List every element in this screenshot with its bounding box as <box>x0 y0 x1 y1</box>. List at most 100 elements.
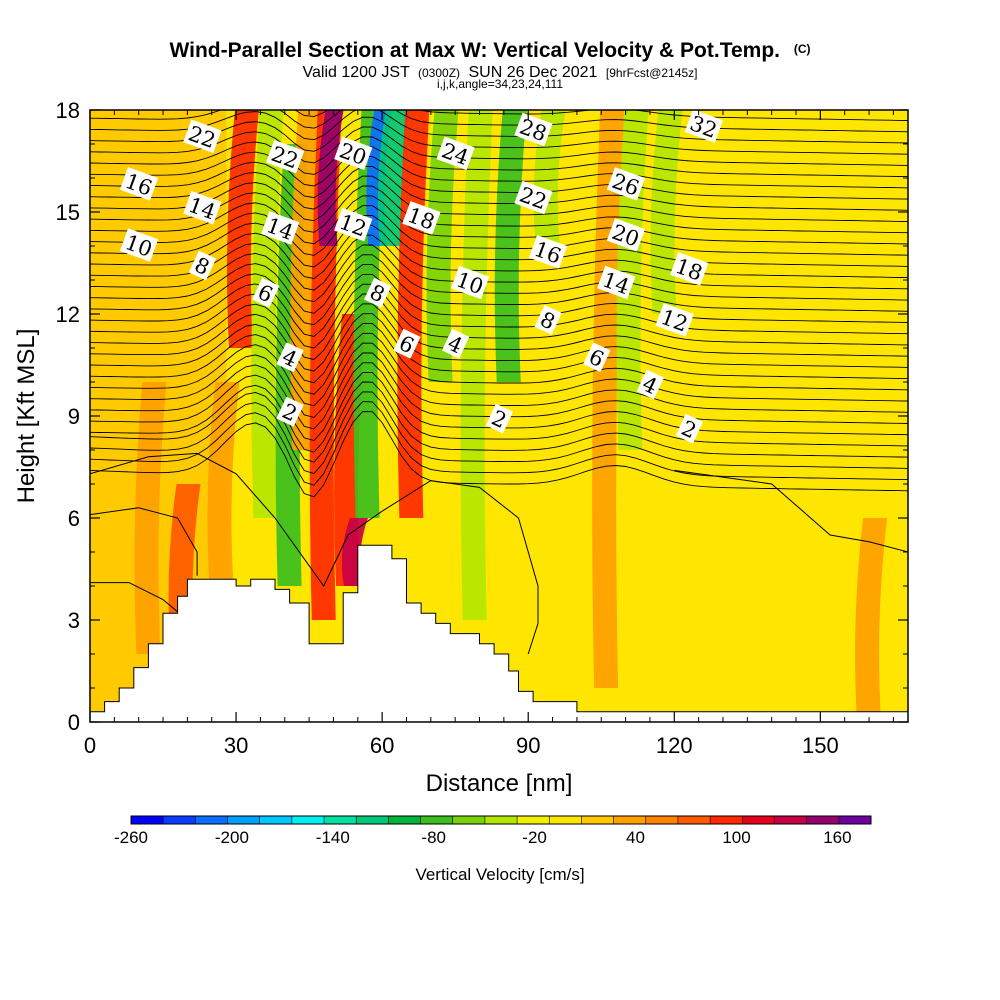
colorbar-swatch <box>677 816 711 824</box>
contour-label: 4 <box>276 342 304 373</box>
contour-label-bg <box>514 112 553 147</box>
isentrope-line <box>90 332 908 407</box>
isentrope-line <box>90 205 908 256</box>
y-tick-label: 18 <box>56 98 80 123</box>
title-valid-prefix: Valid 1200 JST <box>303 64 411 81</box>
isentrope-line <box>90 146 908 189</box>
contour-label: 10 <box>451 265 490 300</box>
contour-label-bg <box>684 110 723 143</box>
y-axis-label: Height [Kft MSL] <box>13 329 40 504</box>
isentrope-line <box>90 303 908 372</box>
colorbar-swatch <box>838 816 872 824</box>
colorbar-swatch <box>549 816 582 824</box>
velocity-band <box>460 110 493 620</box>
isentrope-line <box>90 313 908 384</box>
colorbar-swatch <box>259 816 293 824</box>
colorbar-swatch <box>131 816 164 824</box>
contour-label-bg <box>119 167 159 201</box>
colorbar-swatch <box>806 816 840 824</box>
isentrope-line <box>90 185 908 234</box>
contour-label: 22 <box>183 119 222 154</box>
contour-label: 6 <box>393 328 421 359</box>
contour-label-bg <box>436 136 475 171</box>
contour-label-bg <box>485 403 514 434</box>
velocity-band <box>426 110 459 382</box>
isentrope-line <box>90 126 908 166</box>
svg-text:Wind-Parallel Section at Max W: Wind-Parallel Section at Max W: Vertical… <box>169 39 810 62</box>
contour-label-bg <box>451 265 490 300</box>
isentrope-line <box>90 214 908 268</box>
title-valid-utc: (0300Z) <box>418 66 460 80</box>
isentrope-line <box>90 283 908 349</box>
isentrope-line <box>90 136 908 178</box>
y-tick-label: 6 <box>68 506 80 531</box>
y-tick-label: 3 <box>68 608 80 633</box>
contour-label-bg <box>364 277 392 308</box>
title-forecast: [9hrFcst@2145z] <box>606 66 698 80</box>
title-main-text: Wind-Parallel Section at Max W: Vertical… <box>169 39 780 62</box>
velocity-band <box>226 110 259 348</box>
colorbar-swatch <box>420 816 454 824</box>
contour-label-bg <box>441 328 470 359</box>
contour-label: 2 <box>675 413 704 444</box>
colorbar-swatch <box>163 816 196 824</box>
velocity-band <box>317 110 344 246</box>
contour-label: 8 <box>188 250 217 281</box>
chart-title: Wind-Parallel Section at Max W: Vertical… <box>169 39 810 91</box>
potential-temperature-contours <box>90 110 908 655</box>
velocity-band <box>592 110 625 688</box>
contour-label: 14 <box>183 190 222 225</box>
isentrope-line <box>90 224 908 280</box>
colorbar-swatch <box>388 816 421 824</box>
colorbar-tick-label: -140 <box>316 828 350 847</box>
colorbar-swatch <box>710 816 743 824</box>
svg-text:Valid 1200 JST (0300Z): Valid 1200 JST (0300Z) SUN 26 Dec 2021 [… <box>303 64 698 81</box>
velocity-band <box>494 110 527 382</box>
contour-label-bg <box>188 250 217 281</box>
colorbar-tick-label: -80 <box>421 828 446 847</box>
colorbar-swatch <box>324 816 357 824</box>
colorbar-swatch <box>291 816 325 824</box>
contour-label-bg <box>528 235 568 269</box>
contour-label: 2 <box>276 396 304 427</box>
velocity-band <box>207 382 240 586</box>
contour-label-bg <box>276 342 304 373</box>
x-axis-label: Distance [nm] <box>426 770 573 797</box>
title-main-suffix: (C) <box>794 42 811 56</box>
contour-label-bg <box>119 228 159 262</box>
contour-label: 6 <box>583 342 611 373</box>
colorbar-swatch <box>195 816 228 824</box>
colorbar-swatch <box>452 816 486 824</box>
contour-label-bg <box>402 201 441 235</box>
isentrope-line <box>90 507 198 576</box>
y-tick-label: 15 <box>56 200 80 225</box>
isentrope-line <box>294 110 908 121</box>
colorbar-swatch <box>484 816 518 824</box>
colorbar-tick-label: 100 <box>722 828 750 847</box>
isentrope-line <box>90 175 908 222</box>
contour-label-bg <box>606 167 646 201</box>
contour-label-bg <box>655 303 694 337</box>
contour-label-bg <box>334 136 373 171</box>
isentrope-line <box>90 391 908 475</box>
x-tick-label: 120 <box>656 733 693 758</box>
contour-label-bg <box>514 180 553 215</box>
isentrope-line <box>674 469 908 553</box>
x-tick-label: 30 <box>224 733 248 758</box>
contour-label: 4 <box>636 369 665 400</box>
colorbar-swatch <box>581 816 614 824</box>
colorbar-swatch <box>613 816 647 824</box>
terrain-mask <box>90 544 908 722</box>
contour-label-bg <box>606 218 646 252</box>
isentrope-line <box>90 195 908 245</box>
colorbar-tick-label: -260 <box>114 828 148 847</box>
contour-label-bg <box>183 190 222 225</box>
colorbar: -260 -200 -140 -80 -20 40 100 160 <box>114 815 872 847</box>
isentrope-line <box>90 411 908 498</box>
contour-label-bg <box>183 119 222 154</box>
colorbar-tick-label: -20 <box>522 828 547 847</box>
isentrope-line <box>90 264 908 326</box>
isentrope-line <box>90 452 539 655</box>
isentrope-line <box>90 156 908 200</box>
